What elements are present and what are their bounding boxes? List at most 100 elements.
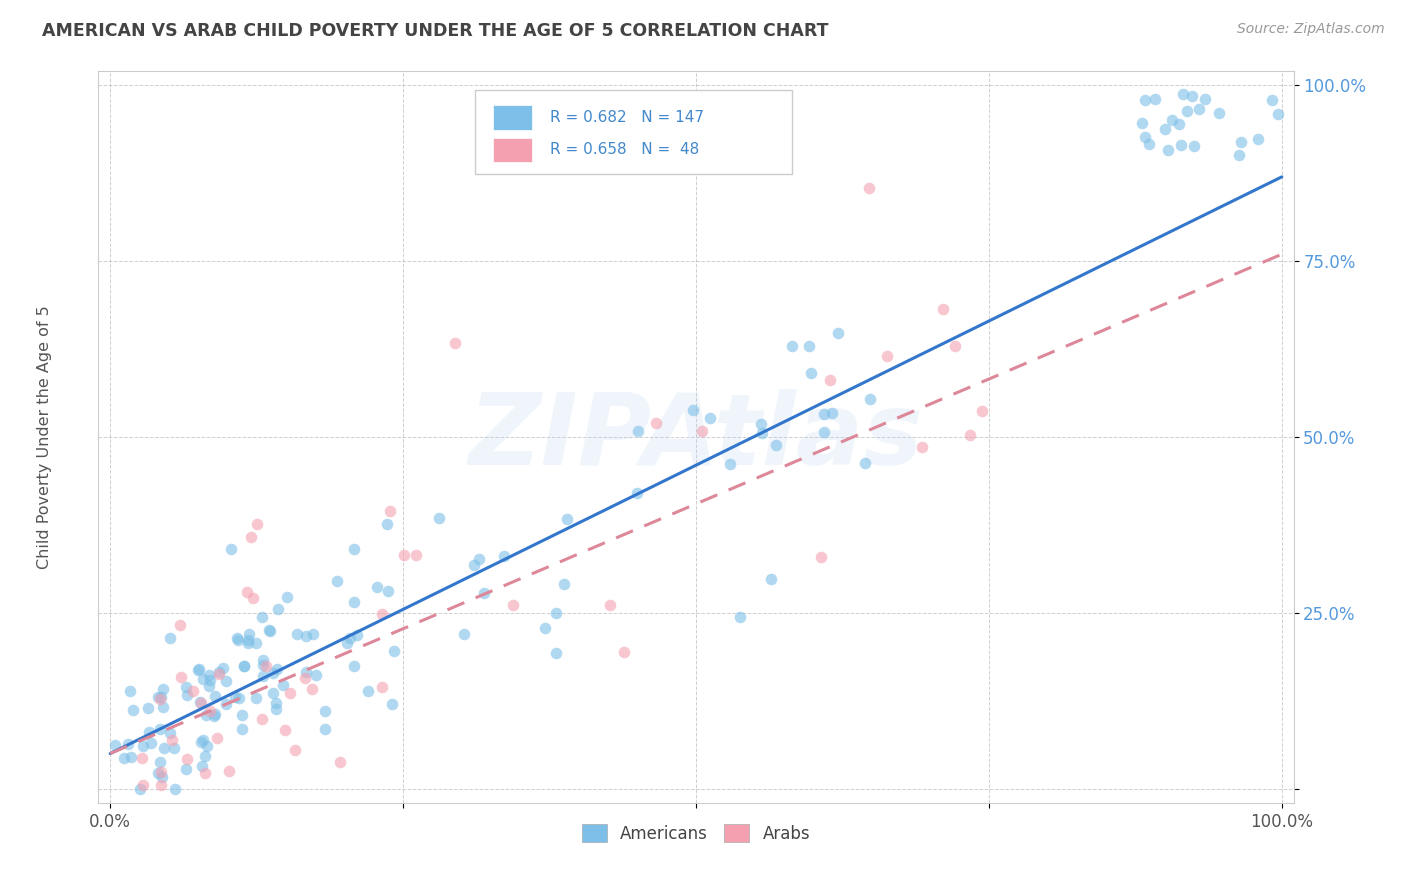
Point (1153, 122, 1175, 136)
Point (132, 778, 155, 792)
Point (810, 550, 832, 565)
Point (613, 645, 636, 659)
Text: Child Poverty Under the Age of 5: Child Poverty Under the Age of 5 (37, 305, 52, 569)
Point (813, 425, 835, 440)
Point (699, 410, 721, 425)
Point (193, 733, 215, 747)
Text: Source: ZipAtlas.com: Source: ZipAtlas.com (1237, 22, 1385, 37)
Point (160, 733, 183, 747)
Point (1267, 107, 1289, 121)
Point (381, 698, 404, 712)
Point (218, 764, 240, 778)
Point (1181, 89, 1204, 103)
Point (212, 660, 235, 674)
Point (138, 724, 160, 739)
Point (150, 770, 173, 784)
Point (295, 629, 318, 643)
Point (163, 741, 186, 756)
Point (1175, 103, 1198, 118)
Point (427, 510, 450, 524)
Point (200, 704, 222, 718)
Point (226, 632, 249, 647)
Point (112, 751, 135, 765)
Point (208, 665, 231, 679)
Point (205, 731, 228, 746)
Point (266, 696, 288, 710)
Point (215, 673, 238, 688)
Point (169, 618, 191, 632)
Point (392, 548, 415, 562)
Point (262, 686, 284, 700)
Bar (494, 105, 533, 129)
Point (242, 591, 264, 606)
Point (972, 404, 994, 418)
Point (190, 697, 212, 711)
Text: R = 0.658   N =  48: R = 0.658 N = 48 (550, 142, 699, 157)
Point (765, 437, 787, 451)
Point (132, 739, 155, 753)
Point (236, 636, 259, 650)
Point (544, 646, 567, 660)
Point (494, 549, 516, 564)
Point (1230, 135, 1253, 149)
Point (304, 668, 326, 682)
Point (146, 765, 169, 780)
Point (198, 668, 221, 682)
Point (148, 755, 170, 769)
Point (858, 180, 880, 194)
Point (800, 367, 823, 381)
Point (626, 486, 648, 500)
Point (453, 627, 475, 641)
Point (150, 778, 173, 792)
Point (152, 740, 174, 755)
Point (257, 624, 280, 638)
Point (1261, 93, 1284, 107)
Point (682, 403, 704, 417)
Point (245, 690, 267, 705)
Point (149, 765, 172, 780)
Point (190, 734, 212, 748)
Point (1133, 94, 1156, 108)
Point (502, 598, 524, 612)
Point (371, 680, 394, 694)
Point (314, 722, 336, 736)
Point (128, 781, 150, 796)
Point (342, 542, 364, 557)
Point (120, 683, 142, 698)
Point (117, 737, 139, 751)
Point (821, 406, 844, 420)
Point (911, 440, 934, 454)
Point (236, 585, 259, 599)
Point (159, 726, 181, 740)
Point (146, 690, 169, 704)
Point (339, 631, 361, 645)
Point (692, 424, 714, 438)
Point (1188, 102, 1211, 116)
Point (859, 392, 882, 406)
Point (627, 424, 650, 438)
Text: R = 0.682   N = 147: R = 0.682 N = 147 (550, 110, 704, 125)
Point (204, 689, 226, 703)
Point (1144, 92, 1167, 106)
Point (250, 609, 273, 624)
Point (149, 692, 172, 706)
Point (104, 738, 127, 752)
Point (1170, 138, 1192, 153)
Point (357, 684, 380, 698)
Point (159, 632, 181, 646)
Point (121, 703, 143, 717)
Point (718, 457, 741, 471)
Point (555, 512, 578, 526)
Point (198, 680, 221, 694)
Point (301, 626, 323, 640)
Point (346, 628, 368, 642)
FancyBboxPatch shape (475, 90, 792, 174)
Point (176, 752, 198, 766)
Point (1227, 147, 1250, 161)
Point (813, 407, 835, 421)
Point (152, 700, 174, 714)
Point (959, 428, 981, 442)
Point (194, 765, 217, 780)
Point (301, 682, 323, 697)
Point (208, 667, 231, 681)
